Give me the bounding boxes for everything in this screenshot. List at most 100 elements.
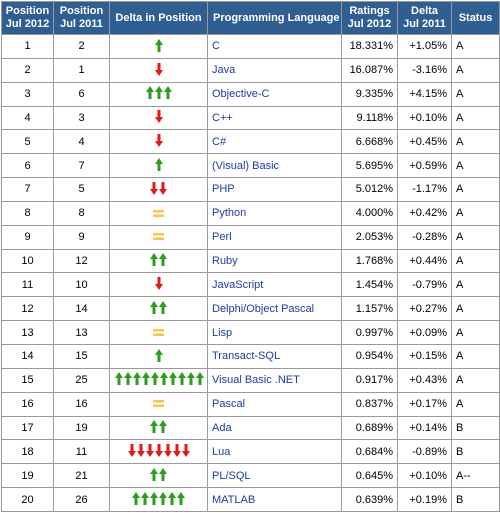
cell-position-2011: 25 [53, 367, 110, 393]
header-position-jul-2011: Position Jul 2011 [53, 1, 110, 35]
arrow-down-icon [127, 444, 136, 458]
cell-language-link[interactable]: Pascal [207, 391, 342, 417]
cell-language-link[interactable]: PL/SQL [207, 463, 342, 489]
table-row: 9 9 Perl 2.053% -0.28% A [1, 224, 500, 250]
arrow-up-icon [163, 86, 172, 100]
cell-status: A [451, 81, 500, 107]
cell-rating: 16.087% [341, 57, 398, 83]
cell-delta-position [109, 57, 208, 83]
cell-delta-position [109, 105, 208, 131]
cell-status: A [451, 248, 500, 274]
cell-language-link[interactable]: Perl [207, 224, 342, 250]
cell-status: B [451, 415, 500, 441]
cell-language-link[interactable]: Delphi/Object Pascal [207, 296, 342, 322]
cell-language-link[interactable]: Lisp [207, 320, 342, 345]
cell-language-link[interactable]: Ruby [207, 248, 342, 274]
cell-delta: +0.19% [397, 487, 452, 512]
arrow-up-icon [114, 372, 123, 386]
cell-delta-position [109, 391, 208, 417]
cell-status: A [451, 296, 500, 322]
arrow-down-icon [163, 444, 172, 458]
cell-delta: +0.45% [397, 129, 452, 155]
cell-language-link[interactable]: Java [207, 57, 342, 83]
arrow-up-icon [154, 86, 163, 100]
arrow-down-icon [154, 134, 163, 148]
cell-language-link[interactable]: Python [207, 200, 342, 226]
arrow-up-icon [132, 491, 140, 505]
trend-indicator [150, 300, 168, 314]
cell-position-2012: 1 [1, 34, 54, 59]
cell-language-link[interactable]: C# [207, 129, 342, 155]
trend-indicator [154, 348, 163, 362]
arrow-down-icon [154, 62, 163, 76]
cell-delta: +0.10% [397, 463, 452, 489]
cell-status: A [451, 272, 500, 298]
cell-language-link[interactable]: C [207, 34, 342, 59]
arrow-down-icon [136, 444, 145, 458]
cell-delta: +0.09% [397, 320, 452, 345]
equal-icon [153, 232, 164, 241]
cell-delta: +0.59% [397, 153, 452, 179]
cell-position-2012: 20 [1, 487, 54, 512]
table-row: 17 19 Ada 0.689% +0.14% B [1, 415, 500, 441]
cell-language-link[interactable]: (Visual) Basic [207, 153, 342, 179]
cell-delta-position [109, 487, 208, 512]
cell-delta-position [109, 320, 208, 345]
cell-language-link[interactable]: Visual Basic .NET [207, 367, 342, 393]
cell-status: A [451, 34, 500, 59]
cell-delta-position [109, 343, 208, 369]
cell-delta: +0.15% [397, 343, 452, 369]
equal-icon [153, 328, 164, 337]
cell-language-link[interactable]: Lua [207, 439, 342, 465]
table-row: 1 2 C 18.331% +1.05% A [1, 34, 500, 59]
cell-rating: 9.335% [341, 81, 398, 107]
cell-position-2012: 16 [1, 391, 54, 417]
header-row: Position Jul 2012 Position Jul 2011 Delta … [1, 1, 500, 35]
cell-delta: -0.28% [397, 224, 452, 250]
arrow-down-icon [172, 444, 181, 458]
cell-delta: +0.42% [397, 200, 452, 226]
cell-position-2012: 18 [1, 439, 54, 465]
cell-language-link[interactable]: MATLAB [207, 487, 342, 512]
cell-delta-position [109, 439, 208, 465]
cell-delta: -3.16% [397, 57, 452, 83]
cell-language-link[interactable]: JavaScript [207, 272, 342, 298]
arrow-down-icon [159, 181, 167, 195]
arrow-up-icon [154, 38, 163, 52]
trend-indicator [154, 110, 163, 124]
arrow-up-icon [123, 372, 132, 386]
trend-indicator [154, 134, 163, 148]
equal-icon [153, 209, 164, 218]
arrow-up-icon [150, 467, 158, 481]
cell-delta-position [109, 224, 208, 250]
trend-indicator [153, 397, 164, 411]
cell-delta-position [109, 272, 208, 298]
cell-position-2011: 19 [53, 415, 110, 441]
header-status: Status [451, 1, 500, 35]
cell-language-link[interactable]: Transact-SQL [207, 343, 342, 369]
cell-position-2011: 26 [53, 487, 110, 512]
cell-position-2011: 15 [53, 343, 110, 369]
cell-language-link[interactable]: Ada [207, 415, 342, 441]
arrow-down-icon [150, 181, 158, 195]
cell-rating: 1.768% [341, 248, 398, 274]
cell-position-2012: 2 [1, 57, 54, 83]
cell-language-link[interactable]: C++ [207, 105, 342, 131]
table-row: 8 8 Python 4.000% +0.42% A [1, 200, 500, 226]
trend-indicator [150, 181, 168, 195]
arrow-down-icon [154, 277, 163, 291]
cell-rating: 0.645% [341, 463, 398, 489]
cell-status: A-- [451, 463, 500, 489]
cell-position-2011: 14 [53, 296, 110, 322]
header-position-jul-2012: Position Jul 2012 [1, 1, 54, 35]
cell-rating: 0.954% [341, 343, 398, 369]
cell-language-link[interactable]: PHP [207, 177, 342, 202]
table-row: 11 10 JavaScript 1.454% -0.79% A [1, 272, 500, 298]
cell-language-link[interactable]: Objective-C [207, 81, 342, 107]
arrow-up-icon [159, 300, 167, 314]
cell-rating: 5.695% [341, 153, 398, 179]
cell-position-2012: 7 [1, 177, 54, 202]
cell-position-2012: 10 [1, 248, 54, 274]
arrow-up-icon [177, 491, 185, 505]
cell-position-2012: 13 [1, 320, 54, 345]
